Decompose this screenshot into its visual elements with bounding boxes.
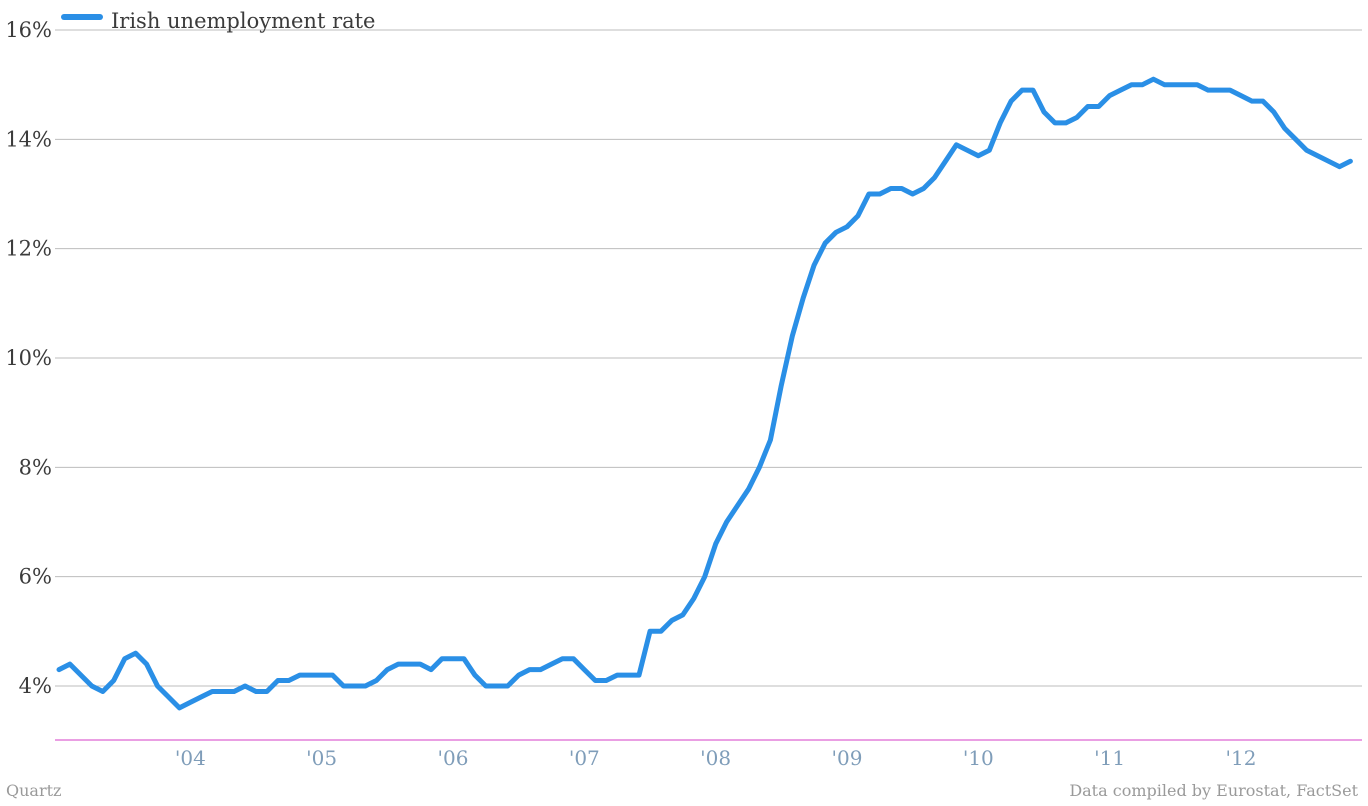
x-tick-label: '05 [306,746,337,770]
x-tick-label: '09 [832,746,863,770]
y-tick-label: 6% [19,565,52,589]
y-tick-label: 16% [5,18,52,42]
source-credit: Quartz [6,781,61,800]
data-source-note: Data compiled by Eurostat, FactSet [1069,781,1358,800]
x-tick-label: '07 [569,746,600,770]
legend-label: Irish unemployment rate [111,9,376,33]
y-axis-ticks: 4% 6% 8% 10% 12% 14% 16% [5,18,52,698]
y-tick-label: 12% [5,237,52,261]
x-axis-ticks: '04 '05 '06 '07 '08 '09 '10 '11 '12 [175,746,1257,770]
x-tick-label: '04 [175,746,206,770]
y-tick-label: 4% [19,674,52,698]
y-tick-label: 8% [19,455,52,479]
y-tick-label: 14% [5,127,52,151]
gridlines [55,29,1362,687]
x-tick-label: '08 [700,746,731,770]
series-layer [56,76,1353,711]
series-line-irish-unemployment [56,76,1353,711]
x-tick-label: '12 [1225,746,1256,770]
legend: Irish unemployment rate [61,9,376,33]
x-tick-label: '11 [1094,746,1125,770]
x-tick-label: '06 [438,746,469,770]
x-tick-label: '10 [963,746,994,770]
y-tick-label: 10% [5,346,52,370]
